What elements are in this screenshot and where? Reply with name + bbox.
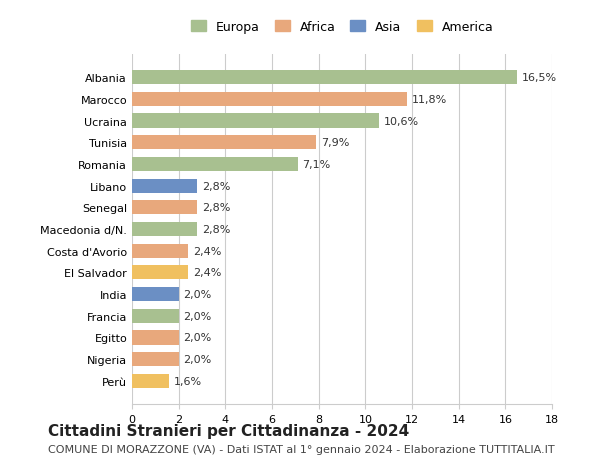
Bar (132, 287, 179, 302)
Bar (132, 330, 179, 345)
Text: 11,8%: 11,8% (412, 95, 447, 105)
Bar (132, 244, 188, 258)
Bar (132, 157, 298, 172)
Text: 16,5%: 16,5% (521, 73, 557, 83)
Legend: Europa, Africa, Asia, America: Europa, Africa, Asia, America (185, 16, 499, 39)
Text: 10,6%: 10,6% (384, 116, 419, 126)
Bar (132, 223, 197, 236)
Bar (132, 136, 316, 150)
Bar (132, 309, 179, 323)
Text: 2,0%: 2,0% (184, 354, 212, 364)
Text: 1,6%: 1,6% (174, 376, 202, 386)
Text: 2,0%: 2,0% (184, 311, 212, 321)
Bar (132, 71, 517, 85)
Text: 2,4%: 2,4% (193, 246, 221, 256)
Text: 7,9%: 7,9% (321, 138, 349, 148)
Text: 2,8%: 2,8% (202, 203, 230, 213)
Text: 7,1%: 7,1% (302, 160, 331, 169)
Text: 2,0%: 2,0% (184, 333, 212, 343)
Text: 2,8%: 2,8% (202, 224, 230, 235)
Bar (132, 114, 379, 129)
Bar (132, 266, 188, 280)
Bar (132, 179, 197, 193)
Text: 2,8%: 2,8% (202, 181, 230, 191)
Text: Cittadini Stranieri per Cittadinanza - 2024: Cittadini Stranieri per Cittadinanza - 2… (48, 423, 409, 438)
Text: 2,4%: 2,4% (193, 268, 221, 278)
Bar (132, 374, 169, 388)
Bar (132, 201, 197, 215)
Bar (132, 353, 179, 366)
Bar (132, 93, 407, 106)
Text: COMUNE DI MORAZZONE (VA) - Dati ISTAT al 1° gennaio 2024 - Elaborazione TUTTITAL: COMUNE DI MORAZZONE (VA) - Dati ISTAT al… (48, 444, 554, 454)
Text: 2,0%: 2,0% (184, 290, 212, 299)
